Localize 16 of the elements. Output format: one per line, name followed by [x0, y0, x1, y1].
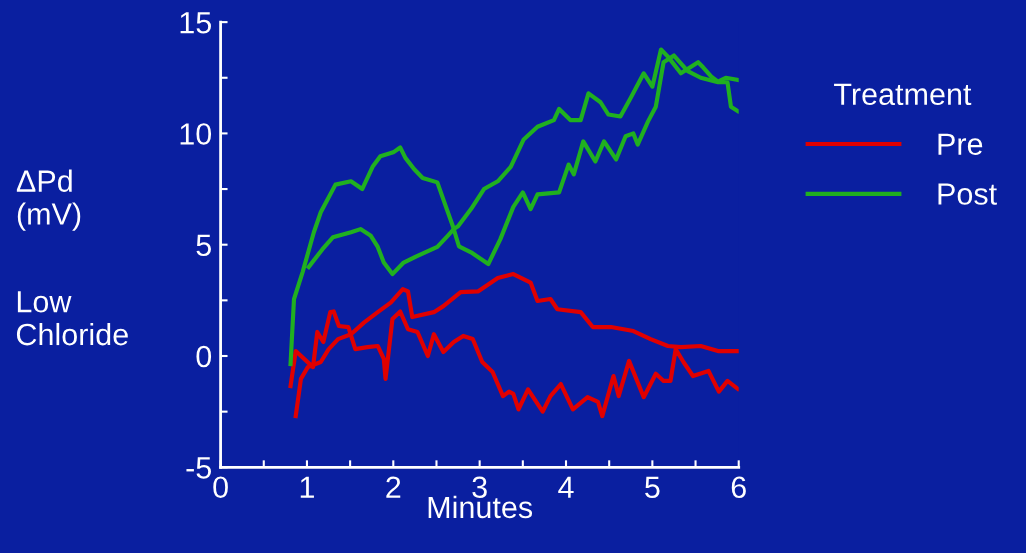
y-tick-label: -5 [186, 457, 211, 479]
x-tick-label: 5 [645, 476, 660, 499]
legend-label: Post [938, 183, 997, 205]
legend-label: Pre [938, 133, 983, 155]
x-tick-label: 4 [558, 476, 574, 498]
y-tick-label: 15 [180, 12, 211, 34]
y-tick-label: 0 [196, 345, 212, 368]
y-tick-label: 5 [196, 234, 211, 257]
y-tick-label: 10 [180, 123, 212, 145]
x-tick-label: 1 [300, 476, 314, 498]
legend-title: Treatment [834, 83, 972, 106]
x-tick-label: 6 [731, 476, 746, 499]
y-axis-title: ΔPd (mV) [16, 169, 81, 231]
x-tick-label: 2 [386, 476, 401, 498]
text: Low Chloride [16, 291, 128, 346]
x-tick-label: 0 [213, 476, 228, 499]
